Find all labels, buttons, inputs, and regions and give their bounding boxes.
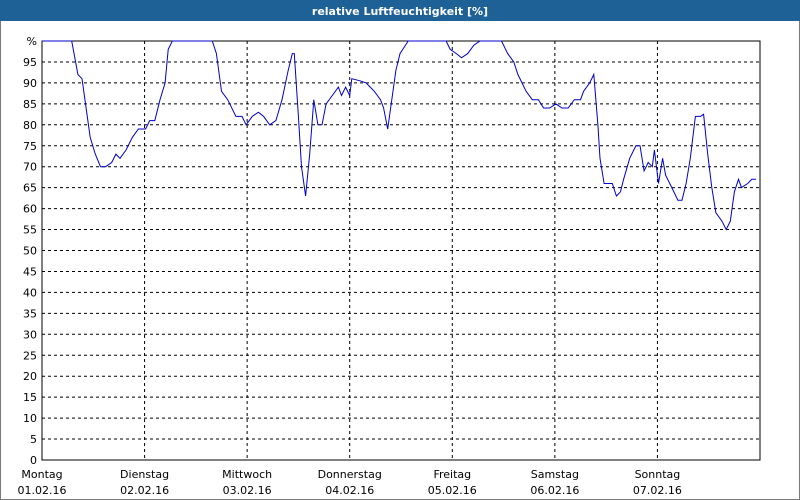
y-tick-label: 35 bbox=[23, 307, 37, 320]
y-tick-label: 20 bbox=[23, 370, 37, 383]
y-tick-label: % bbox=[27, 35, 37, 48]
x-tick-date: 02.02.16 bbox=[120, 484, 169, 497]
y-tick-label: 75 bbox=[23, 140, 37, 153]
x-tick-label: Freitag bbox=[433, 468, 471, 481]
y-tick-label: 50 bbox=[23, 245, 37, 258]
x-tick-date: 03.02.16 bbox=[223, 484, 272, 497]
y-tick-label: 5 bbox=[30, 433, 37, 446]
x-tick-label: Mittwoch bbox=[222, 468, 272, 481]
x-tick-date: 06.02.16 bbox=[530, 484, 579, 497]
y-tick-label: 25 bbox=[23, 349, 37, 362]
title-bar bbox=[0, 0, 800, 21]
y-tick-label: 95 bbox=[23, 56, 37, 69]
chart-title: relative Luftfeuchtigkeit [%] bbox=[312, 5, 488, 18]
x-tick-date: 04.02.16 bbox=[325, 484, 374, 497]
y-tick-label: 90 bbox=[23, 77, 37, 90]
y-tick-label: 80 bbox=[23, 119, 37, 132]
y-tick-label: 60 bbox=[23, 203, 37, 216]
y-tick-label: 30 bbox=[23, 328, 37, 341]
y-tick-label: 65 bbox=[23, 182, 37, 195]
x-tick-label: Samstag bbox=[531, 468, 579, 481]
y-tick-label: 70 bbox=[23, 161, 37, 174]
x-tick-date: 05.02.16 bbox=[428, 484, 477, 497]
x-tick-label: Sonntag bbox=[635, 468, 681, 481]
x-tick-label: Donnerstag bbox=[318, 468, 382, 481]
y-tick-label: 40 bbox=[23, 286, 37, 299]
plot-area bbox=[41, 40, 761, 461]
y-tick-label: 10 bbox=[23, 412, 37, 425]
x-tick-date: 07.02.16 bbox=[633, 484, 682, 497]
data-line bbox=[42, 40, 756, 231]
y-tick-label: 15 bbox=[23, 391, 37, 404]
y-tick-label: 45 bbox=[23, 265, 37, 278]
y-tick-label: 0 bbox=[30, 454, 37, 467]
y-tick-label: 55 bbox=[23, 224, 37, 237]
x-tick-label: Montag bbox=[21, 468, 62, 481]
x-tick-date: 01.02.16 bbox=[18, 484, 67, 497]
x-tick-label: Dienstag bbox=[120, 468, 169, 481]
y-tick-label: 85 bbox=[23, 98, 37, 111]
